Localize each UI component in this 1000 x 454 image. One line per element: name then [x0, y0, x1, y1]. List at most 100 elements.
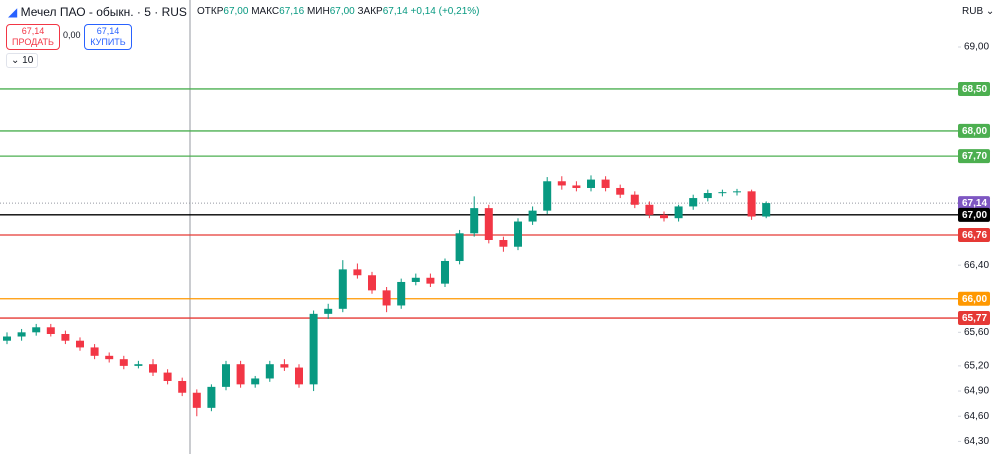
candle-body [61, 333, 70, 341]
sell-button[interactable]: 67,14 ПРОДАТЬ [6, 24, 60, 50]
candle-body [46, 327, 55, 334]
change: +0,14 (+0,21%) [410, 6, 480, 17]
candle-body [441, 260, 449, 284]
y-tick-label: 64,30 [964, 436, 989, 447]
candle-body [645, 204, 654, 215]
candle-body [718, 192, 727, 194]
candle-body [32, 327, 41, 333]
candle-body [382, 290, 391, 306]
sell-price: 67,14 [21, 26, 45, 36]
candle-body [295, 367, 303, 385]
y-tick-label: 65,60 [964, 327, 989, 338]
sell-label: ПРОДАТЬ [12, 37, 54, 47]
spread: 0,00 [63, 30, 81, 40]
ohlc-value: 67,00 [329, 6, 355, 17]
candle-body [192, 392, 201, 408]
candle-body [222, 364, 230, 387]
ohlc-value: 67,14 [382, 6, 408, 17]
ohlc-value: 67,16 [279, 6, 305, 17]
candle-body [689, 198, 698, 207]
candle-body [309, 313, 318, 385]
y-tick-label: 64,60 [964, 411, 989, 422]
ohlc: ОТКР67,00 МАКС67,16 МИН67,00 ЗАКР67,14 +… [197, 6, 479, 17]
candle-body [557, 181, 566, 186]
candle-body [368, 275, 376, 291]
candle-body [543, 181, 552, 211]
candle-body [747, 191, 756, 217]
level-label: 68,00 [962, 126, 987, 137]
candle-body [17, 332, 26, 337]
ohlc-value: 67,00 [223, 6, 249, 17]
currency[interactable]: RUB ⌄ [962, 6, 995, 17]
candle-body [163, 372, 172, 381]
candle-body [236, 364, 245, 385]
candle-body [280, 364, 289, 368]
y-tick-label: 69,00 [964, 42, 989, 53]
candle-body [514, 221, 522, 247]
candle-body [601, 179, 610, 188]
candle-body [338, 269, 347, 309]
candle-body [528, 210, 537, 222]
candle-body [733, 191, 741, 193]
level-label-box [958, 81, 990, 96]
candle-body [674, 206, 683, 219]
level-label: 67,00 [962, 210, 987, 221]
quantity[interactable]: ⌄ 10 [6, 53, 39, 68]
y-tick-label: 66,40 [964, 260, 989, 271]
level-label-box [958, 227, 990, 242]
candle-body [76, 340, 84, 348]
level-label: 67,14 [962, 198, 987, 209]
title-text: Мечел ПАО - обыкн. · 5 · RUS [20, 5, 187, 19]
candle-body [134, 364, 143, 366]
candle-body [660, 214, 668, 219]
candle-body [630, 194, 639, 205]
candle-body [762, 203, 771, 217]
level-label-box [958, 196, 990, 211]
buy-button[interactable]: 67,14 КУПИТЬ [84, 24, 132, 50]
y-tick-label: 64,90 [964, 386, 989, 397]
ohlc-label: ЗАКР [357, 6, 383, 17]
symbol-title[interactable]: ◢ Мечел ПАО - обыкн. · 5 · RUS [8, 5, 187, 19]
level-label-box [958, 311, 990, 326]
candle-body [572, 185, 581, 188]
candle-body [251, 378, 260, 385]
level-label-box [958, 149, 990, 164]
level-label: 66,00 [962, 294, 987, 305]
candle-body [703, 193, 712, 199]
candle-body [411, 277, 420, 282]
ohlc-label: МАКС [251, 6, 280, 17]
candle-body [324, 308, 333, 314]
candle-body [426, 277, 435, 284]
candle-body [105, 355, 114, 360]
ohlc-label: МИН [306, 6, 330, 17]
candle-body [149, 364, 157, 373]
buy-label: КУПИТЬ [90, 37, 126, 47]
level-label-box [958, 207, 990, 222]
candle-body [119, 359, 128, 366]
candle-body [265, 364, 274, 379]
candle-body [397, 281, 406, 306]
candle-body [470, 208, 479, 234]
level-label: 65,77 [962, 313, 987, 324]
level-label: 67,70 [962, 151, 987, 162]
currency-text: RUB [962, 6, 984, 17]
candle-body [207, 386, 216, 408]
level-label-box [958, 123, 990, 138]
y-tick-label: 65,20 [964, 361, 989, 372]
candle-body [499, 240, 508, 247]
candle-body [455, 233, 464, 261]
candle-body [616, 187, 625, 195]
candle-body [587, 179, 595, 188]
candle-body [3, 336, 11, 341]
level-label: 68,50 [962, 84, 987, 95]
level-label-box [958, 291, 990, 306]
candle-body [353, 269, 362, 276]
ohlc-label: ОТКР [197, 6, 224, 17]
buy-price: 67,14 [96, 26, 120, 36]
candle-body [484, 208, 493, 241]
candle-body [178, 380, 187, 393]
candle-body [90, 347, 99, 356]
quantity-value: 10 [22, 55, 34, 66]
